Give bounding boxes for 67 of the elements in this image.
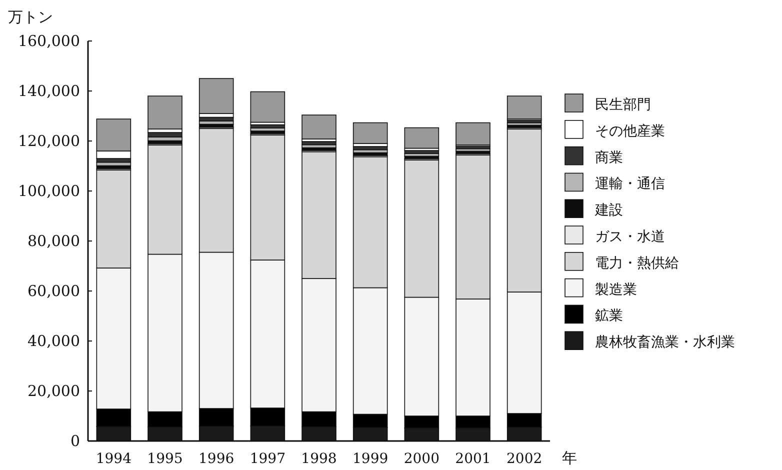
bar <box>352 156 388 288</box>
x-tick-label: 1997 <box>250 451 286 467</box>
x-tick-label: 1995 <box>147 451 183 467</box>
bar <box>148 411 182 428</box>
legend-label: その他産業 <box>595 123 665 140</box>
legend-label: 運輸・通信 <box>595 176 665 192</box>
legend-label: 鉱業 <box>595 308 623 324</box>
y-tick-label: 60,000 <box>28 282 80 300</box>
bar <box>404 160 440 298</box>
bar <box>302 151 336 279</box>
bar <box>250 134 286 260</box>
bar <box>96 268 132 410</box>
bar <box>404 416 440 428</box>
bar <box>506 128 542 292</box>
bar <box>250 408 286 426</box>
y-tick-label: 160,000 <box>18 32 80 50</box>
bar <box>250 260 286 408</box>
legend-label: 民生部門 <box>595 97 651 113</box>
bar <box>506 96 542 120</box>
bar <box>506 413 542 428</box>
bar <box>506 292 542 414</box>
bar <box>302 411 336 428</box>
legend-label: 製造業 <box>595 282 637 298</box>
bar <box>352 414 388 428</box>
y-tick-label: 20,000 <box>28 382 80 400</box>
legend-label: 建設 <box>594 202 623 219</box>
bar <box>456 122 490 146</box>
y-tick-label: 120,000 <box>18 132 80 150</box>
x-axis-title: 年 <box>562 449 577 467</box>
bar <box>302 278 336 412</box>
legend-label: 農林牧畜漁業・水利業 <box>595 334 735 351</box>
bar <box>198 252 234 409</box>
bar <box>198 408 234 427</box>
bar <box>148 254 182 412</box>
bar <box>96 408 132 427</box>
x-tick-label: 1996 <box>198 451 234 467</box>
bar <box>404 296 440 416</box>
legend-label: 電力・熱供給 <box>595 255 679 272</box>
bar <box>302 114 336 140</box>
y-tick-label: 40,000 <box>28 332 80 350</box>
x-tick-label: 2002 <box>506 451 542 467</box>
y-axis-title: 万トン <box>8 8 53 26</box>
bar <box>456 416 490 428</box>
y-tick-label: 80,000 <box>28 232 80 250</box>
x-tick-label: 1994 <box>96 451 132 467</box>
bar <box>404 127 440 149</box>
y-tick-label: 140,000 <box>18 82 80 100</box>
bar <box>198 78 234 114</box>
x-tick-label: 1998 <box>301 451 337 467</box>
bar <box>456 298 490 416</box>
bar <box>352 122 388 144</box>
x-tick-label: 1999 <box>352 451 388 467</box>
legend-label: ガス・水道 <box>595 229 665 245</box>
y-tick-label: 0 <box>70 432 80 450</box>
y-tick-label: 100,000 <box>18 182 80 200</box>
x-tick-label: 2001 <box>455 451 491 467</box>
bar <box>96 150 132 159</box>
bar <box>148 144 182 255</box>
bar <box>96 118 132 152</box>
x-tick-label: 2000 <box>404 451 440 467</box>
bar <box>96 170 132 268</box>
bar <box>250 91 286 123</box>
bar <box>198 128 234 253</box>
bar <box>148 96 182 130</box>
bar <box>352 287 388 415</box>
legend-label: 商業 <box>595 150 623 166</box>
bar <box>456 154 490 300</box>
